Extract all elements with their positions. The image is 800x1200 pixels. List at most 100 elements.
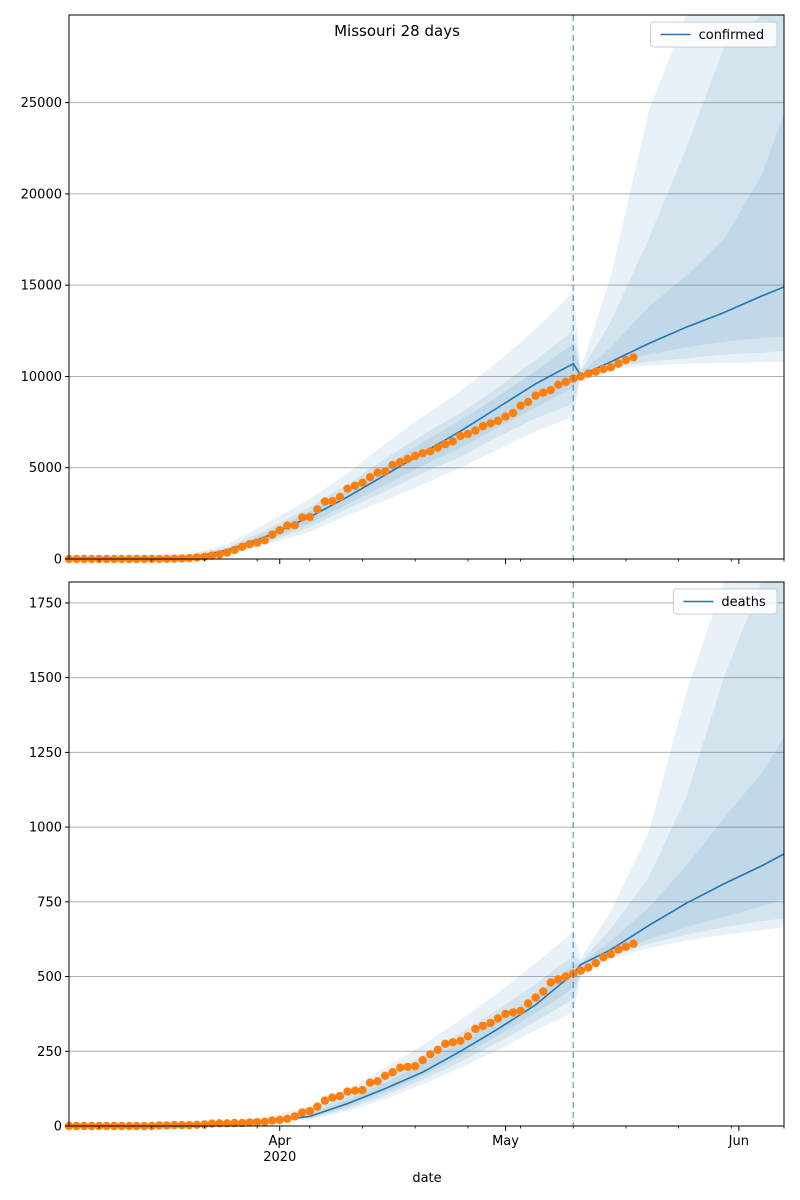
deaths-observed-point — [614, 945, 623, 954]
confirmed-observed-point — [260, 536, 269, 545]
deaths-bands — [69, 582, 784, 1126]
confirmed-observed-point — [350, 481, 360, 490]
deaths-observed-point — [253, 1117, 262, 1127]
confirmed-observed-point — [448, 437, 457, 446]
deaths-observed-point — [591, 958, 600, 968]
deaths-observed-point — [448, 1038, 457, 1047]
deaths-observed-point — [365, 1078, 375, 1087]
deaths-observed-point — [320, 1096, 330, 1105]
deaths-x-tick-sublabel: 2020 — [263, 1150, 296, 1165]
deaths-observed-point — [170, 1120, 179, 1130]
confirmed-y-tick-label: 20000 — [21, 187, 62, 202]
deaths-observed-point — [290, 1112, 299, 1121]
deaths-y-tick-label: 750 — [37, 895, 62, 910]
deaths-observed-point — [185, 1120, 194, 1130]
deaths-observed-point — [200, 1120, 209, 1129]
deaths-band-inner — [69, 737, 784, 1126]
deaths-y-tick-label: 1750 — [29, 596, 62, 611]
deaths-observed-point — [380, 1071, 390, 1081]
confirmed-observed-point — [290, 521, 299, 530]
deaths-observed-point — [275, 1115, 284, 1125]
deaths-observed-point — [606, 949, 616, 959]
deaths-observed-point — [335, 1091, 345, 1101]
confirmed-observed-point — [396, 457, 405, 467]
deaths-observed-point — [433, 1045, 442, 1055]
deaths-y-tick-label: 250 — [37, 1045, 62, 1060]
confirmed-observed-point — [275, 526, 284, 535]
deaths-observed-point — [230, 1118, 239, 1128]
confirmed-observed-point — [230, 545, 239, 555]
confirmed-axes-frame — [68, 14, 785, 560]
deaths-grid — [69, 602, 784, 1127]
confirmed-observed-point — [629, 353, 638, 362]
deaths-observed-point — [388, 1068, 397, 1077]
deaths-observed-point — [373, 1077, 382, 1086]
confirmed-observed-point — [486, 419, 495, 428]
confirmed-observed-point — [320, 497, 330, 506]
deaths-observed-point — [328, 1093, 337, 1102]
confirmed-legend-box — [650, 21, 778, 48]
deaths-y-tick-label: 1000 — [29, 821, 62, 836]
confirmed-observed-point — [245, 540, 254, 549]
confirmed-observed-point — [343, 484, 352, 493]
deaths-x-tick-label: Apr — [268, 1134, 291, 1149]
confirmed-observed-point — [328, 496, 337, 506]
deaths-observed-point — [478, 1021, 488, 1031]
confirmed-panel: 0 5000 10000 15000 20000 25000 confirmed — [21, 14, 785, 568]
deaths-observed-point — [403, 1062, 412, 1072]
confirmed-observed-point — [576, 372, 585, 381]
confirmed-observed-point — [523, 397, 533, 407]
chart-title: Missouri 28 days — [334, 22, 460, 40]
confirmed-observed-point — [508, 408, 518, 418]
confirmed-observed-point — [388, 460, 397, 470]
confirmed-observed-point — [516, 401, 525, 410]
deaths-observed-point — [283, 1114, 292, 1124]
deaths-observed-point — [546, 978, 555, 987]
confirmed-observed-point — [471, 426, 480, 435]
confirmed-observed-point — [606, 363, 616, 372]
deaths-observed-point — [298, 1108, 307, 1117]
confirmed-observed-point — [313, 505, 322, 514]
deaths-observed-point — [222, 1119, 232, 1128]
deaths-x-tick-label: May — [492, 1134, 519, 1149]
deaths-observed-point — [584, 963, 593, 972]
confirmed-observed-point — [456, 431, 465, 441]
confirmed-observed-point — [373, 468, 382, 477]
deaths-observed-point — [508, 1008, 518, 1017]
deaths-observed-point — [358, 1085, 367, 1095]
deaths-observed-point — [162, 1121, 171, 1130]
confirmed-observed-point — [335, 492, 345, 502]
deaths-y-tick-label: 500 — [37, 970, 62, 985]
deaths-observed-point — [523, 999, 533, 1008]
deaths-observed-point — [260, 1117, 269, 1127]
confirmed-y-tick-label: 10000 — [21, 370, 62, 385]
confirmed-observed-point — [539, 388, 548, 397]
confirmed-observed-point — [411, 451, 420, 461]
deaths-band-outer — [69, 582, 784, 1126]
confirmed-observed-point — [222, 548, 232, 557]
deaths-observed-point — [207, 1119, 217, 1128]
confirmed-observed-point — [380, 467, 390, 476]
deaths-observed-point — [516, 1006, 525, 1016]
deaths-observed-point — [486, 1018, 495, 1028]
confirmed-observed-point — [426, 447, 435, 456]
deaths-observed-point — [456, 1036, 465, 1046]
deaths-legend: deaths — [672, 588, 778, 615]
confirmed-observed-point — [554, 380, 563, 389]
deaths-observed-point — [501, 1009, 510, 1019]
confirmed-observed-point — [237, 542, 247, 551]
deaths-y-tick-label: 1500 — [29, 671, 62, 686]
confirmed-observed-point — [501, 412, 510, 421]
deaths-observed-point — [313, 1102, 322, 1111]
confirmed-observed-point — [215, 550, 224, 559]
confirmed-legend-label: confirmed — [699, 28, 765, 43]
deaths-observed-point — [245, 1118, 254, 1127]
confirmed-observed-point — [561, 377, 570, 387]
confirmed-observed-point — [621, 355, 631, 365]
deaths-observed-point — [155, 1121, 164, 1130]
deaths-observed-point — [561, 972, 570, 981]
confirmed-y-tick-label: 5000 — [29, 461, 62, 476]
deaths-observed-point — [493, 1014, 503, 1023]
